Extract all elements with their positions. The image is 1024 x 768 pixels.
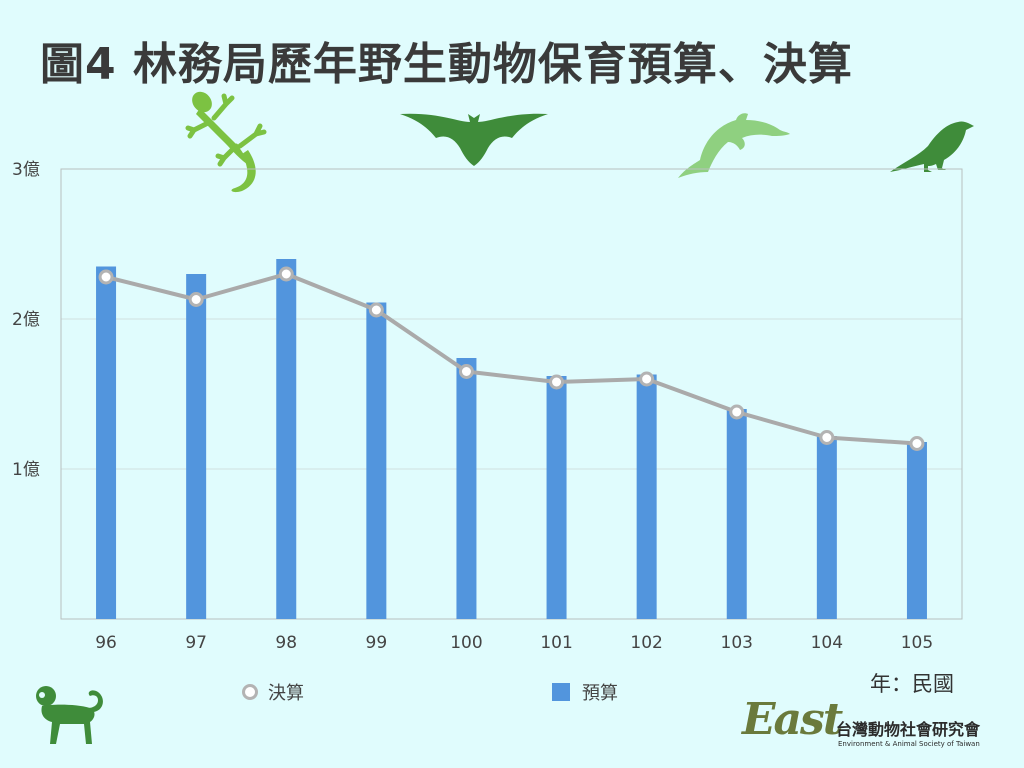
line-point xyxy=(909,436,925,451)
y-tick-label: 2億 xyxy=(12,310,40,330)
bar xyxy=(366,302,387,619)
logo-name: 台灣動物社會研究會 xyxy=(836,720,981,739)
x-axis-labels: 96 97 98 99 100 101 102 103 104 105 xyxy=(95,633,933,653)
logo-english-name: Environment & Animal Society of Taiwan xyxy=(838,740,980,748)
line-point xyxy=(188,292,204,307)
y-tick-label: 1億 xyxy=(12,460,40,480)
chart-title: 圖4 林務局歷年野生動物保育預算、決算 xyxy=(40,39,853,90)
line-point xyxy=(729,404,745,420)
bar-series xyxy=(96,259,927,619)
line-point xyxy=(819,430,835,445)
line-marker-icon xyxy=(242,684,258,700)
line-point xyxy=(639,371,655,387)
legend-item-line: 決算 xyxy=(242,679,304,705)
bar xyxy=(456,358,477,619)
bar xyxy=(96,266,117,619)
y-axis-labels: 1億 2億 3億 xyxy=(12,160,40,480)
legend-label-bar: 預算 xyxy=(582,683,618,704)
x-tick-label: 100 xyxy=(450,633,482,653)
bar xyxy=(906,442,927,619)
monkey-icon xyxy=(36,686,103,744)
legend-item-bar: 預算 xyxy=(552,679,618,705)
line-point xyxy=(368,302,384,318)
line-series xyxy=(98,266,925,451)
bar xyxy=(816,436,837,619)
x-tick-label: 103 xyxy=(721,633,753,653)
lizard-icon xyxy=(185,91,267,193)
x-tick-label: 104 xyxy=(811,633,843,653)
organization-logo: East 台灣動物社會研究會 Environment & Animal Soci… xyxy=(742,694,1002,754)
x-tick-label: 102 xyxy=(630,633,662,653)
bird-icon xyxy=(890,121,974,172)
bar-swatch-icon xyxy=(552,683,570,701)
legend-label-line: 決算 xyxy=(268,683,304,704)
x-tick-label: 99 xyxy=(366,633,388,653)
x-tick-label: 96 xyxy=(95,633,117,653)
logo-script: East xyxy=(742,694,843,745)
line-point xyxy=(549,374,565,390)
x-tick-label: 97 xyxy=(185,633,207,653)
bar xyxy=(636,374,657,619)
bar xyxy=(546,376,567,619)
bar xyxy=(726,409,747,619)
x-tick-label: 101 xyxy=(540,633,572,653)
dolphin-icon xyxy=(678,113,790,178)
line-point xyxy=(98,269,114,285)
plot-frame xyxy=(60,168,963,620)
x-tick-label: 98 xyxy=(275,633,297,653)
y-tick-label: 3億 xyxy=(12,160,40,180)
line-point xyxy=(458,364,474,379)
bat-icon xyxy=(400,113,548,166)
bar xyxy=(276,259,297,619)
bar xyxy=(186,274,207,619)
line-point xyxy=(278,266,294,282)
x-axis-unit: 年：民國 xyxy=(870,672,954,696)
x-tick-label: 105 xyxy=(901,633,933,653)
line-path xyxy=(105,272,918,446)
